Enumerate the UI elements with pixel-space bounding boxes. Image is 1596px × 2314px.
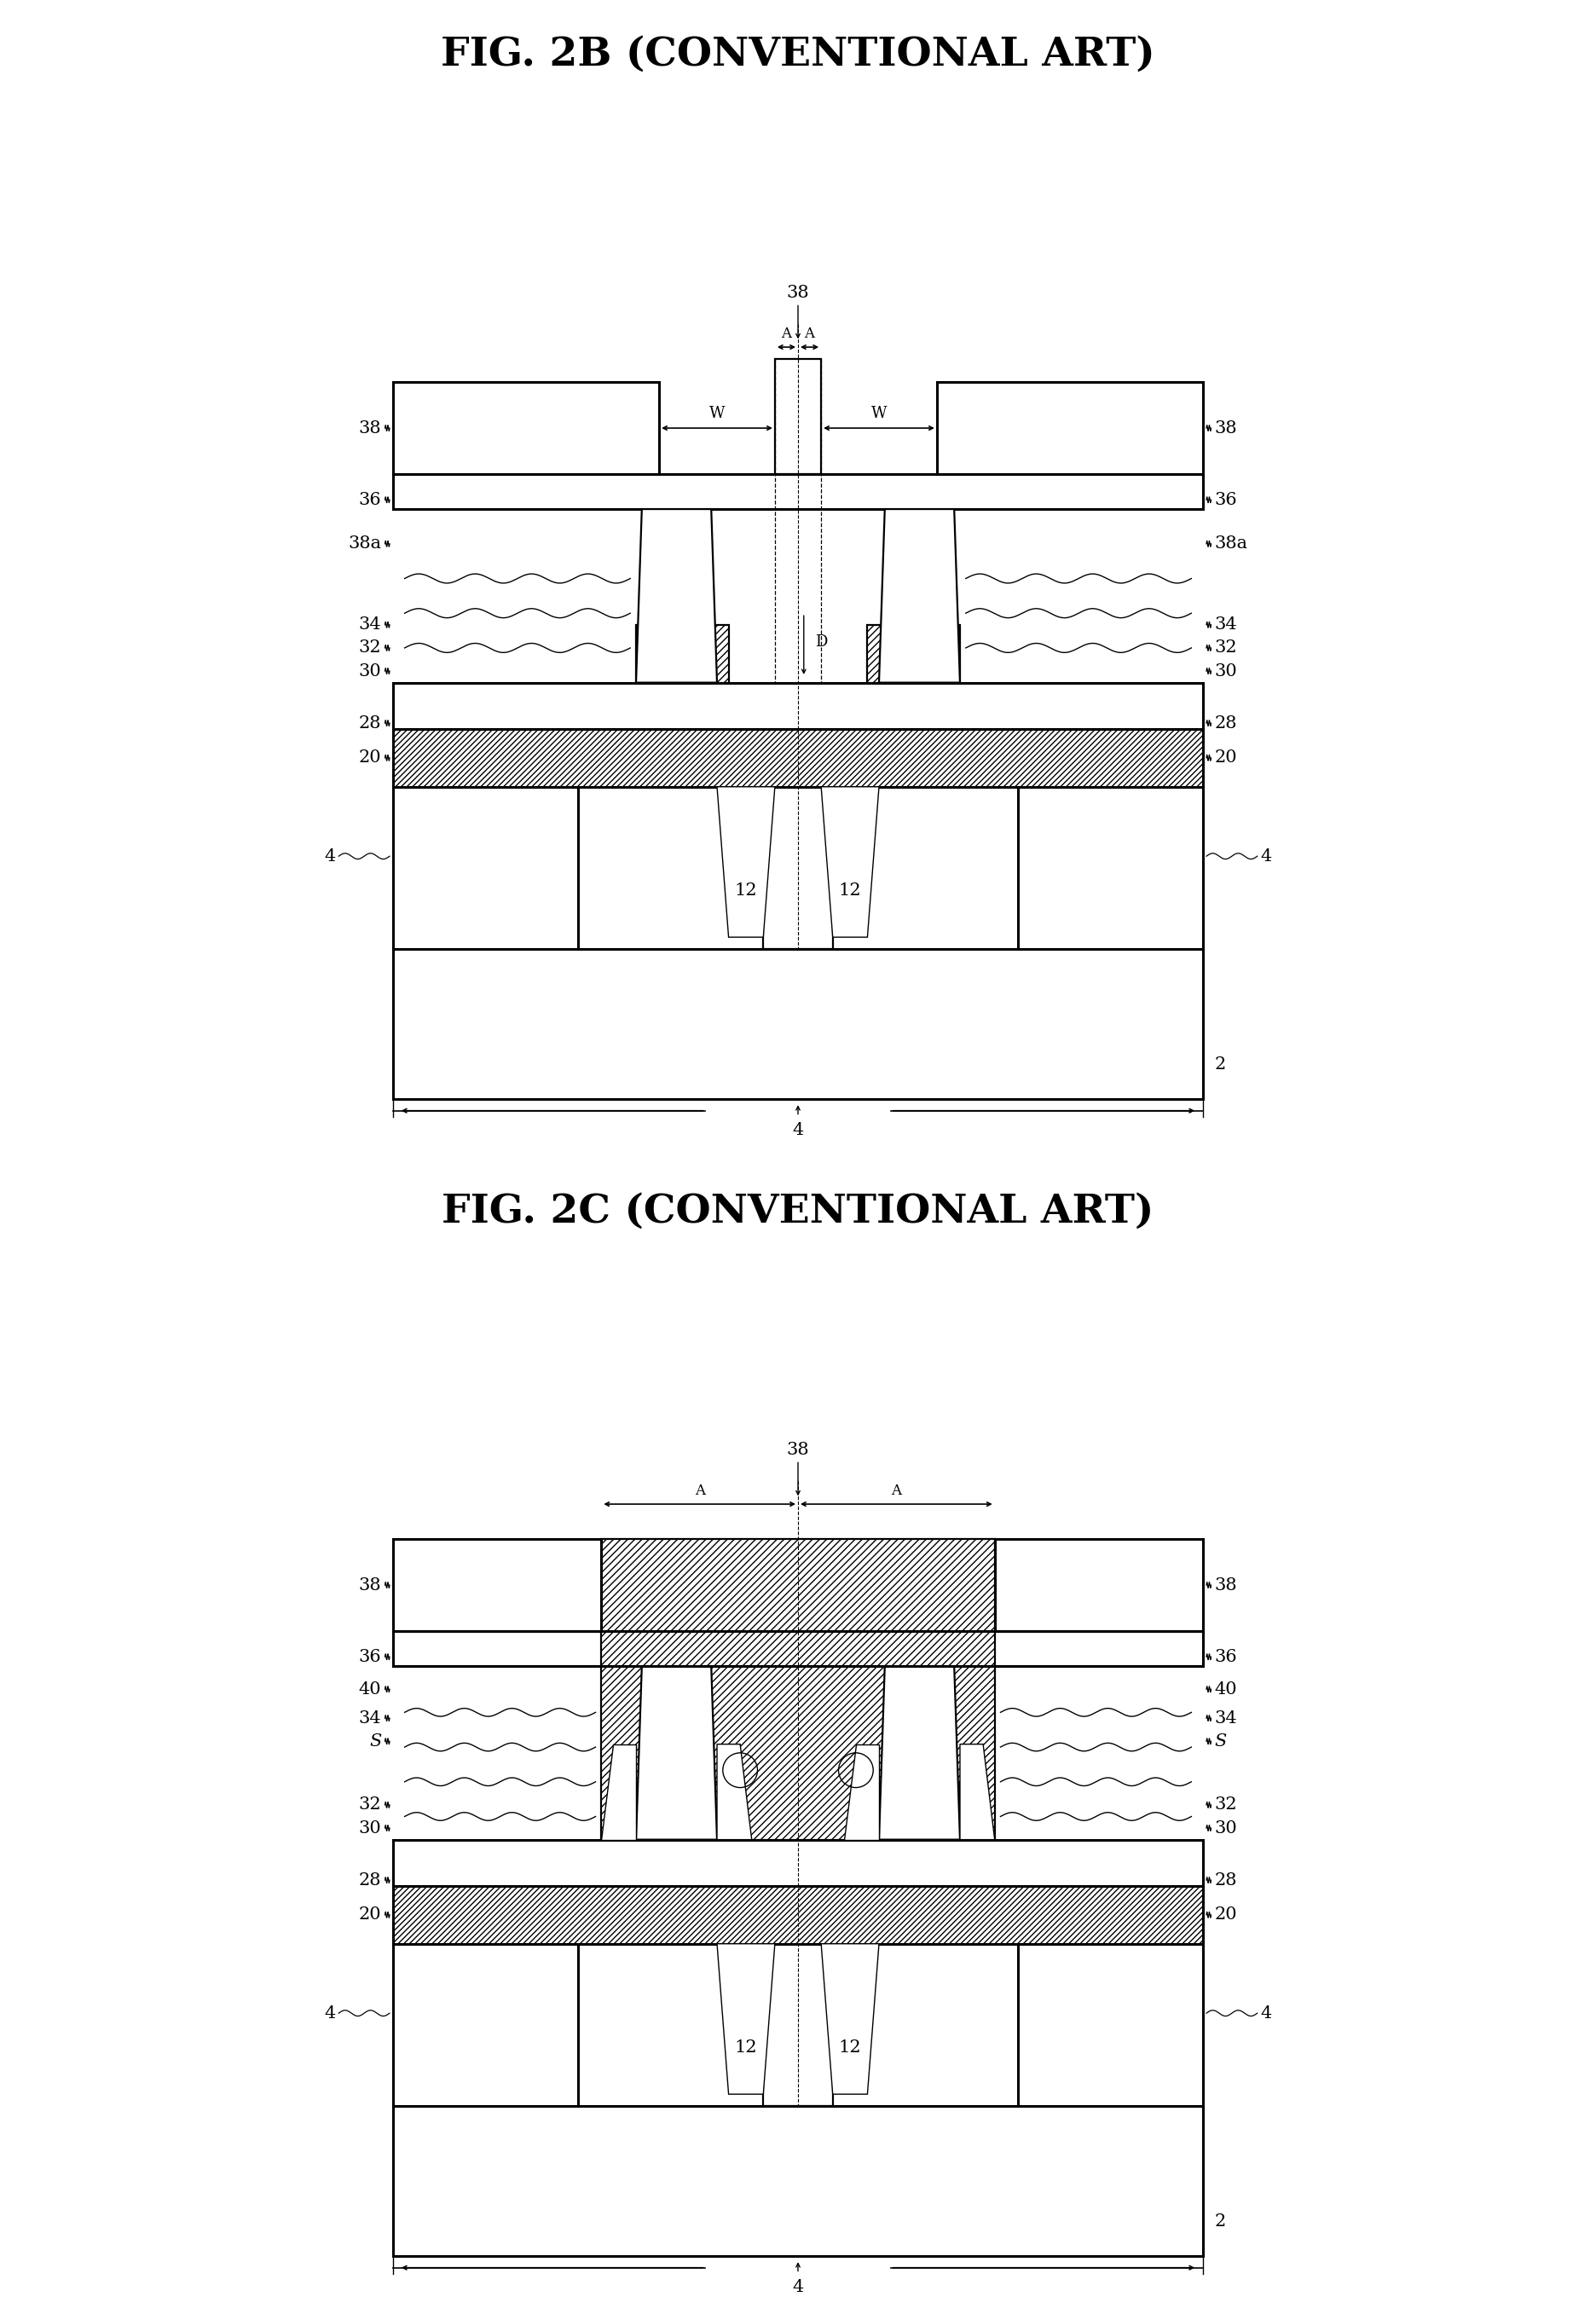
Text: 38: 38	[787, 285, 809, 301]
Text: 36: 36	[359, 491, 381, 509]
Bar	[637, 1782, 729, 1840]
Text: 32: 32	[1215, 1796, 1237, 1814]
Text: A: A	[694, 1483, 705, 1499]
Text: 20: 20	[1215, 1907, 1237, 1923]
Text: 34: 34	[1215, 616, 1237, 634]
Bar	[393, 2106, 1203, 2256]
Text: 4: 4	[792, 2279, 804, 2295]
Text: D: D	[816, 634, 828, 650]
Text: 28: 28	[1215, 1872, 1237, 1888]
Text: 4: 4	[1261, 2004, 1272, 2022]
Polygon shape	[717, 1745, 752, 1840]
Text: 38: 38	[1215, 419, 1237, 437]
Bar	[393, 1631, 1203, 1666]
Text: FIG. 2B (CONVENTIONAL ART): FIG. 2B (CONVENTIONAL ART)	[440, 35, 1156, 74]
Text: 4: 4	[324, 847, 335, 865]
Text: 12: 12	[734, 882, 757, 900]
Text: 36: 36	[1215, 1648, 1237, 1666]
Text: 12: 12	[734, 2039, 757, 2057]
Bar	[776, 359, 820, 474]
Text: 34: 34	[359, 1710, 381, 1726]
Text: 30: 30	[359, 1819, 381, 1837]
Text: S: S	[369, 1733, 381, 1749]
Polygon shape	[820, 787, 879, 937]
Text: 28: 28	[359, 1872, 381, 1888]
Bar	[393, 1944, 578, 2106]
Bar	[393, 1840, 1203, 1886]
Text: 34: 34	[1215, 1710, 1237, 1726]
Text: A: A	[782, 326, 792, 340]
Text: 20: 20	[359, 750, 381, 766]
Polygon shape	[717, 1944, 776, 2094]
Text: 2: 2	[1215, 2212, 1226, 2231]
Text: 38: 38	[359, 1576, 381, 1594]
Text: S: S	[1215, 1733, 1227, 1749]
Text: 38: 38	[1215, 1576, 1237, 1594]
Text: 30: 30	[1215, 1819, 1237, 1837]
Bar	[637, 625, 729, 683]
Text: A: A	[891, 1483, 902, 1499]
Bar	[994, 1539, 1203, 1631]
Text: 30: 30	[359, 662, 381, 680]
Bar	[393, 949, 1203, 1099]
Polygon shape	[637, 1666, 717, 1840]
Text: 2: 2	[1215, 1055, 1226, 1074]
Text: 36: 36	[359, 1648, 381, 1666]
Polygon shape	[717, 787, 776, 937]
Text: 38a: 38a	[348, 535, 381, 553]
Bar	[937, 382, 1203, 474]
Text: 30: 30	[1215, 662, 1237, 680]
Bar	[602, 1539, 994, 1840]
Text: 12: 12	[839, 2039, 862, 2057]
Bar	[867, 1782, 959, 1840]
Bar	[393, 1886, 1203, 1944]
Polygon shape	[879, 509, 959, 683]
Text: A: A	[804, 326, 814, 340]
Text: 20: 20	[1215, 750, 1237, 766]
Text: W: W	[871, 405, 887, 421]
Text: 40: 40	[1215, 1680, 1237, 1698]
Text: 40: 40	[359, 1680, 381, 1698]
Bar	[393, 787, 578, 949]
Polygon shape	[602, 1745, 637, 1840]
Text: 4: 4	[792, 1122, 804, 1138]
Polygon shape	[959, 1745, 994, 1840]
Bar	[763, 1944, 833, 2106]
Bar	[1018, 1944, 1203, 2106]
Text: 36: 36	[1215, 491, 1237, 509]
Text: 28: 28	[359, 715, 381, 731]
Text: 38a: 38a	[1215, 535, 1248, 553]
Text: 38: 38	[359, 419, 381, 437]
Text: 38: 38	[787, 1442, 809, 1458]
Bar	[1018, 787, 1203, 949]
Text: 4: 4	[1261, 847, 1272, 865]
Polygon shape	[637, 509, 717, 683]
Text: 12: 12	[839, 882, 862, 900]
Bar	[763, 787, 833, 949]
Text: 4: 4	[324, 2004, 335, 2022]
Bar	[393, 683, 1203, 729]
Text: 32: 32	[1215, 639, 1237, 657]
Bar	[393, 474, 1203, 509]
Bar	[393, 729, 1203, 787]
Bar	[393, 1539, 602, 1631]
Bar	[867, 625, 959, 683]
Polygon shape	[879, 1666, 959, 1840]
Text: 20: 20	[359, 1907, 381, 1923]
Text: 34: 34	[359, 616, 381, 634]
Bar	[393, 382, 659, 474]
Polygon shape	[820, 1944, 879, 2094]
Text: 32: 32	[359, 1796, 381, 1814]
Polygon shape	[844, 1745, 879, 1840]
Text: 28: 28	[1215, 715, 1237, 731]
Text: FIG. 2C (CONVENTIONAL ART): FIG. 2C (CONVENTIONAL ART)	[442, 1192, 1154, 1231]
Text: W: W	[709, 405, 725, 421]
Text: 32: 32	[359, 639, 381, 657]
